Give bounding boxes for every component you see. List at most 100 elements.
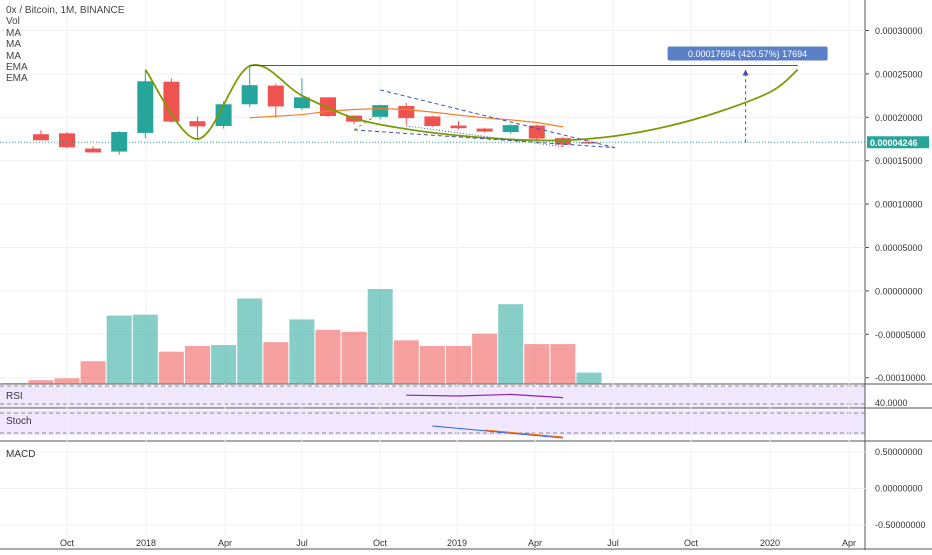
candle-body-8 [241,85,258,105]
volume-bar-14 [367,289,393,384]
x-tick-label-3: Jul [296,538,308,548]
candle-6 [189,116,206,141]
stoch-pane-label[interactable]: Stoch [6,416,32,427]
x-tick-label-5: 2019 [447,538,467,548]
volume-bar-2 [54,378,80,384]
candle-3 [111,131,128,155]
dotted-trendline [406,125,563,148]
indicator-ema-1[interactable]: EMA [6,62,28,74]
candle-4 [137,70,154,139]
candle-body-1 [59,133,75,148]
measure-label-text: 0.00017694 (420.57%) 17694 [688,49,807,59]
volume-bar-5 [132,314,158,384]
volume-bar-3 [80,361,106,384]
x-tick-label-6: Apr [528,538,542,548]
indicator-ma-1[interactable]: MA [6,27,21,39]
x-tick-label-1: 2018 [136,538,156,548]
indicator-vol[interactable]: Vol [6,16,20,28]
volume-bar-15 [393,340,419,384]
measure-arrowhead [742,69,749,76]
volume-bar-13 [341,331,367,384]
rsi-line [406,393,563,399]
x-tick-label-0: Oct [60,538,75,548]
candle-15 [424,115,441,127]
candle-1 [59,132,75,149]
y-tick-label-8: -0.00010000 [875,373,926,383]
candle-0 [32,130,49,141]
volume-bar-21 [550,344,576,384]
indicator-ema-2[interactable]: EMA [6,73,28,85]
candle-body-19 [528,125,545,139]
candle-body-17 [476,128,493,132]
volume-bar-16 [419,346,445,384]
volume-bar-18 [472,333,498,384]
indicator-ma-2[interactable]: MA [6,39,21,51]
macd-y-label-2: -0.50000000 [875,520,926,530]
candle-14 [398,102,415,126]
volume-bar-11 [289,319,315,384]
candle-body-13 [372,105,389,117]
rsi-pane-label[interactable]: RSI [6,391,23,402]
fit-curve [144,64,799,142]
candle-body-6 [189,121,206,127]
wedge-lower-line [354,129,616,149]
current-price-tag [867,136,929,149]
symbol-title[interactable]: 0x / Bitcoin, 1M, BINANCE [6,5,125,16]
y-tick-label-5: 0.00005000 [875,243,923,253]
candle-10 [293,78,310,110]
x-tick-label-8: Oct [684,538,699,548]
candle-2 [85,146,102,153]
candle-18 [502,124,519,134]
ema-line [249,108,563,128]
volume-bar-12 [315,329,341,384]
candle-body-21 [581,142,597,144]
candle-body-15 [424,116,441,126]
candle-body-9 [267,85,284,107]
current-price-text: 0.00004246 [870,138,918,148]
wedge-connector [353,112,381,131]
candle-body-2 [85,148,102,153]
measure-label-box [667,46,828,61]
macd-y-label-0: 0.50000000 [875,447,923,457]
y-tick-label-2: 0.00020000 [875,113,923,123]
volume-bar-10 [263,342,289,384]
y-tick-label-1: 0.00025000 [875,69,923,79]
candle-9 [267,83,284,118]
candle-20 [554,136,571,147]
x-tick-label-9: 2020 [760,538,780,548]
candle-13 [372,104,389,120]
candle-8 [241,64,258,107]
x-tick-label-4: Oct [373,538,388,548]
candle-body-14 [398,106,415,119]
volume-bar-4 [106,315,132,384]
volume-bar-7 [185,346,210,384]
y-tick-label-3: 0.00015000 [875,156,923,166]
volume-bar-0 [2,383,28,384]
candle-body-20 [554,138,571,145]
x-tick-label-2: Apr [218,538,232,548]
x-tick-label-10: Apr [842,538,856,548]
macd-pane-label[interactable]: MACD [6,449,36,460]
candle-body-0 [32,134,49,141]
candle-body-18 [502,125,519,133]
x-tick-label-7: Jul [607,538,619,548]
y-tick-label-0: 0.00030000 [875,26,923,36]
candle-body-7 [215,104,232,126]
y-tick-label-7: -0.00005000 [875,330,926,340]
volume-bar-19 [498,304,524,384]
rsi-y-label: 40.0000 [875,398,908,408]
rsi-band [0,386,865,408]
candle-body-4 [137,81,154,133]
volume-bar-20 [524,344,550,384]
candle-19 [528,124,545,141]
volume-bar-9 [237,298,263,384]
stoch-k-line [432,425,563,439]
candle-body-11 [320,97,336,116]
stoch-d-line [484,429,563,438]
indicator-ma-3[interactable]: MA [6,50,21,62]
volume-bar-1 [28,380,54,384]
y-tick-label-4: 0.00010000 [875,200,923,210]
candle-body-16 [450,125,467,129]
